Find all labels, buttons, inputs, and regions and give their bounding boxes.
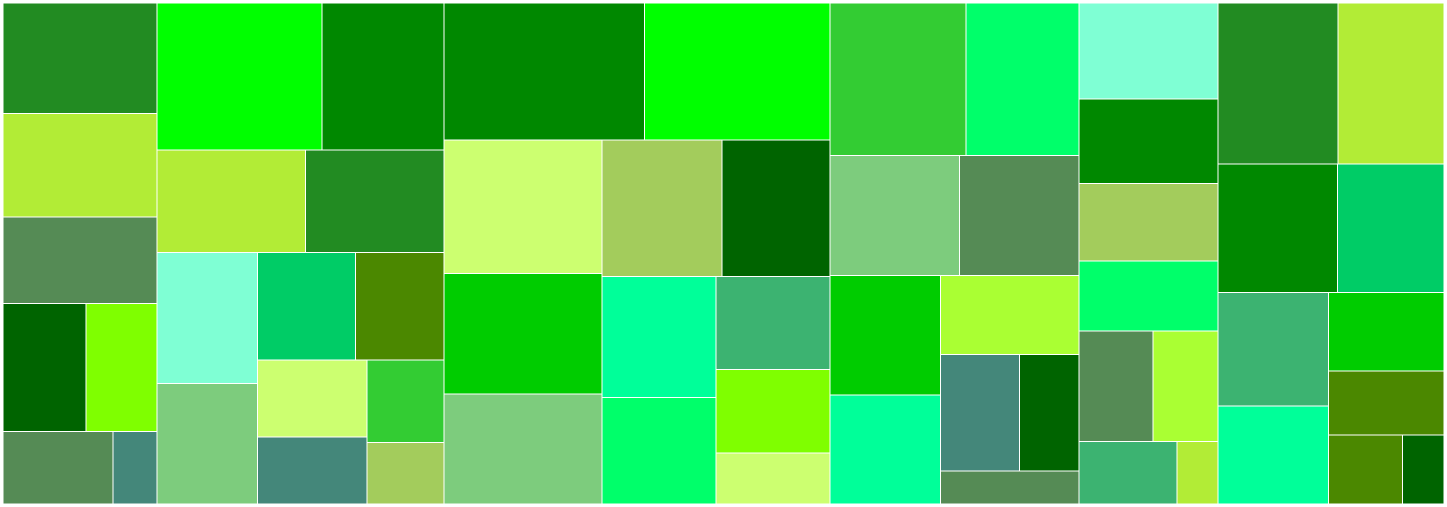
treemap-cell-2-1: [156, 2, 323, 151]
treemap-cell-6-7: [1327, 292, 1445, 372]
treemap-cell-3-9: [601, 396, 717, 505]
treemap-cell-4-4: [958, 154, 1080, 276]
treemap-cell-6-5: [1217, 292, 1329, 407]
treemap-cell-5-3: [1078, 183, 1219, 262]
treemap-cell-3-5: [443, 393, 603, 505]
treemap-cell-4-6: [829, 394, 942, 505]
treemap-cell-1-2: [2, 113, 158, 218]
treemap-cell-3-10: [715, 276, 831, 370]
treemap-cell-2-4: [305, 149, 445, 254]
treemap-cell-2-6: [156, 383, 259, 505]
treemap-cell-2-12: [366, 441, 445, 505]
treemap-cell-4-9: [1019, 353, 1080, 472]
treemap-group-3: [443, 2, 831, 505]
treemap-group-2: [156, 2, 445, 505]
treemap-cell-6-1: [1217, 2, 1339, 165]
treemap-cell-4-8: [940, 353, 1021, 472]
treemap-cell-3-4: [443, 273, 603, 395]
treemap-cell-2-9: [257, 359, 368, 438]
treemap-cell-5-1: [1078, 2, 1219, 100]
treemap-cell-2-3: [156, 149, 307, 254]
treemap-cell-1-1: [2, 2, 158, 115]
treemap-cell-3-2: [644, 2, 831, 141]
treemap-cell-5-4: [1078, 260, 1219, 332]
treemap-cell-5-5: [1078, 330, 1154, 442]
treemap-cell-6-4: [1337, 163, 1445, 294]
treemap-cell-3-7: [721, 139, 831, 278]
treemap-cell-6-3: [1217, 163, 1339, 294]
treemap-group-1: [2, 2, 158, 505]
treemap-cell-5-2: [1078, 98, 1219, 185]
treemap-cell-1-5: [85, 303, 158, 432]
treemap-cell-3-11: [715, 368, 831, 454]
treemap-cell-1-4: [2, 303, 87, 432]
treemap-cell-3-8: [601, 276, 717, 398]
treemap-group-5: [1078, 2, 1219, 505]
treemap-cell-3-3: [443, 139, 603, 275]
treemap-cell-1-3: [2, 216, 158, 305]
treemap-cell-2-8: [355, 252, 445, 361]
treemap-cell-4-1: [829, 2, 967, 156]
treemap-group-6: [1217, 2, 1445, 505]
treemap-cell-4-2: [965, 2, 1080, 156]
treemap-cell-4-7: [940, 274, 1080, 355]
treemap-cell-3-12: [715, 452, 831, 505]
treemap-cell-6-10: [1402, 434, 1445, 505]
treemap-cell-3-1: [443, 2, 646, 141]
treemap-cell-6-6: [1217, 405, 1329, 505]
treemap-cell-1-6: [2, 430, 114, 505]
treemap-cell-6-9: [1327, 434, 1404, 505]
treemap-cell-2-7: [257, 252, 357, 361]
treemap-cell-5-6: [1152, 330, 1219, 442]
treemap-cell-4-5: [829, 274, 942, 396]
treemap-cell-1-7: [112, 430, 158, 505]
treemap-cell-2-10: [257, 436, 368, 505]
treemap-cell-4-10: [940, 470, 1080, 505]
treemap-cell-2-5: [156, 252, 259, 385]
treemap-cell-6-2: [1337, 2, 1445, 165]
treemap-cell-5-7: [1078, 440, 1178, 505]
treemap-cell-3-6: [601, 139, 723, 278]
treemap-cell-2-11: [366, 359, 445, 443]
treemap-cell-2-2: [321, 2, 445, 151]
treemap-group-4: [829, 2, 1080, 505]
treemap-cell-5-8: [1176, 440, 1219, 505]
treemap-cell-6-8: [1327, 370, 1445, 436]
treemap-cell-4-3: [829, 154, 960, 276]
